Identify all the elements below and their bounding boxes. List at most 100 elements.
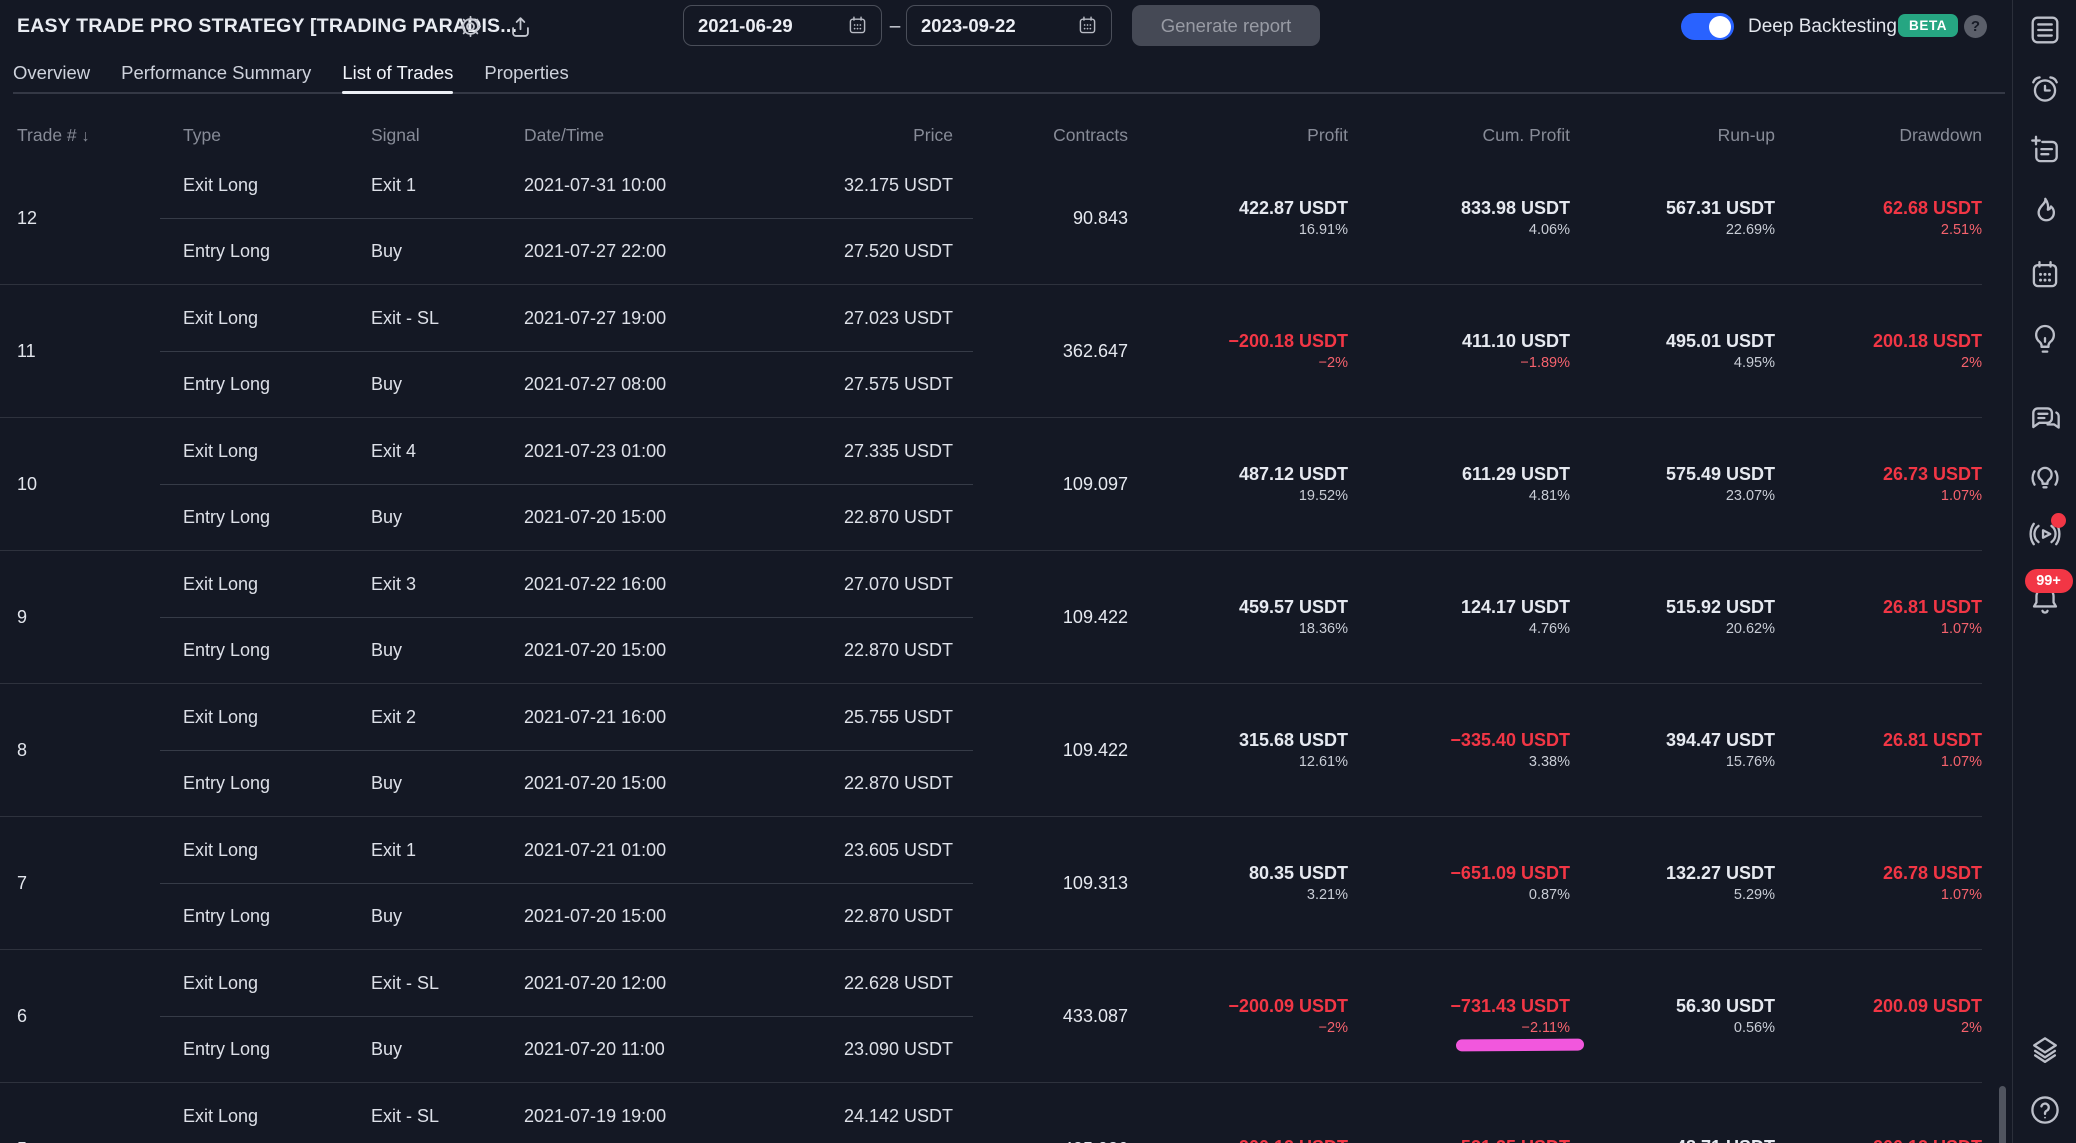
- scrollbar-thumb[interactable]: [1999, 1086, 2006, 1143]
- drawdown: 26.73 USDT 1.07%: [1775, 418, 1982, 550]
- row-divider: [160, 218, 973, 219]
- alarm-clock-icon[interactable]: [2023, 67, 2067, 111]
- text-notes-plus-icon[interactable]: [2023, 128, 2067, 172]
- cum-profit-percent: −1.89%: [1520, 354, 1570, 371]
- help-question-icon[interactable]: [2023, 1088, 2067, 1132]
- help-circle-icon[interactable]: ?: [1964, 15, 1987, 38]
- drawdown-value: 26.73 USDT: [1882, 463, 1982, 484]
- share-upload-icon[interactable]: [504, 10, 536, 42]
- watchlist-icon[interactable]: [2023, 8, 2067, 52]
- generate-report-button[interactable]: Generate report: [1132, 5, 1320, 46]
- tab-overview[interactable]: Overview: [13, 61, 91, 83]
- trade-number: 9: [17, 606, 28, 627]
- exit-type: Exit Long: [183, 174, 259, 195]
- tab-performance-summary[interactable]: Performance Summary: [121, 61, 312, 83]
- toggle-knob: [1709, 15, 1731, 38]
- trade-row[interactable]: 11 Exit Long Exit - SL 2021-07-27 19:00 27.0…: [0, 285, 1982, 418]
- profit: 487.12 USDT 19.52%: [1128, 418, 1348, 550]
- profit: 459.57 USDT 18.36%: [1128, 551, 1348, 683]
- col-type[interactable]: Type: [183, 124, 221, 145]
- drawdown-percent: 1.07%: [1940, 886, 1982, 903]
- trade-row[interactable]: 8 Exit Long Exit 2 2021-07-21 16:00 25.755 U…: [0, 684, 1982, 817]
- deep-backtesting-toggle[interactable]: [1681, 13, 1734, 40]
- exit-datetime: 2021-07-22 16:00: [524, 573, 667, 594]
- trade-row[interactable]: 6 Exit Long Exit - SL 2021-07-20 12:00 22.62…: [0, 950, 1982, 1083]
- entry-signal: Buy: [371, 905, 403, 926]
- tab-properties[interactable]: Properties: [484, 61, 569, 83]
- calendar-icon: [849, 16, 866, 34]
- entry-datetime: 2021-07-20 15:00: [524, 506, 667, 527]
- runup: 575.49 USDT 23.07%: [1570, 418, 1775, 550]
- strategy-title: EASY TRADE PRO STRATEGY [TRADING PARADIS…: [17, 15, 518, 37]
- ideas-lightbulb-icon[interactable]: [2023, 317, 2067, 361]
- col-profit[interactable]: Profit: [1307, 124, 1348, 145]
- notifications-bell-icon[interactable]: 99+: [2023, 569, 2073, 622]
- calendar-icon: [1079, 16, 1096, 34]
- trade-number: 7: [17, 872, 28, 893]
- economic-calendar-icon[interactable]: [2023, 253, 2067, 297]
- entry-datetime: 2021-07-27 08:00: [524, 373, 667, 394]
- drawdown: 200.18 USDT 2%: [1775, 285, 1982, 417]
- drawdown-value: 26.78 USDT: [1882, 862, 1982, 883]
- cum-profit-percent: 0.87%: [1528, 886, 1570, 903]
- exit-signal: Exit - SL: [371, 307, 440, 328]
- tab-list-of-trades[interactable]: List of Trades: [342, 53, 454, 94]
- row-divider: [160, 750, 973, 751]
- drawdown-percent: 2%: [1961, 354, 1982, 371]
- date-to-input[interactable]: 2023-09-22: [906, 5, 1112, 46]
- live-streams-play-icon[interactable]: [2023, 512, 2067, 556]
- exit-price: 32.175 USDT: [843, 174, 953, 195]
- entry-signal: Buy: [371, 506, 403, 527]
- trade-row[interactable]: 5Exit Long Exit - SL 2021-07-19 19:00 24.14…: [0, 1083, 1982, 1143]
- profit: 315.68 USDT 12.61%: [1128, 684, 1348, 816]
- drawdown-percent: 2.51%: [1940, 221, 1982, 238]
- runup-percent: 0.56%: [1733, 1019, 1775, 1036]
- trade-row[interactable]: 7 Exit Long Exit 1 2021-07-21 01:00 23.605 U…: [0, 817, 1982, 950]
- entry-price: 23.090 USDT: [843, 1038, 953, 1059]
- trade-row[interactable]: 12 Exit Long Exit 1 2021-07-31 10:00 32.175 …: [0, 152, 1982, 285]
- runup-value: 132.27 USDT: [1665, 862, 1775, 883]
- cum-profit-percent: 3.38%: [1528, 753, 1570, 770]
- col-cum-profit[interactable]: Cum. Profit: [1482, 124, 1570, 145]
- profit-percent: 16.91%: [1298, 221, 1348, 238]
- runup-percent: 5.29%: [1733, 886, 1775, 903]
- entry-datetime: 2021-07-20 15:00: [524, 772, 667, 793]
- live-ideas-bulb-icon[interactable]: [2023, 456, 2067, 500]
- col-signal[interactable]: Signal: [371, 124, 420, 145]
- exit-type: Exit Long: [183, 440, 259, 461]
- runup-percent: 15.76%: [1725, 753, 1775, 770]
- trade-row[interactable]: 9 Exit Long Exit 3 2021-07-22 16:00 27.070 U…: [0, 551, 1982, 684]
- drawdown-value: 26.81 USDT: [1882, 596, 1982, 617]
- col-drawdown[interactable]: Drawdown: [1899, 124, 1982, 145]
- profit-percent: −2%: [1318, 1019, 1348, 1036]
- runup-value: 394.47 USDT: [1665, 729, 1775, 750]
- chats-icon[interactable]: [2023, 396, 2067, 440]
- drawdown-percent: 1.07%: [1940, 753, 1982, 770]
- entry-signal: Buy: [371, 639, 403, 660]
- exit-price: 27.023 USDT: [843, 307, 953, 328]
- profit-percent: 3.21%: [1306, 886, 1348, 903]
- exit-price: 27.070 USDT: [843, 573, 953, 594]
- drawdown-value: 200.09 USDT: [1872, 995, 1982, 1016]
- col-price[interactable]: Price: [913, 124, 953, 145]
- cum-profit: −731.43 USDT −2.11%: [1348, 950, 1570, 1082]
- runup: 567.31 USDT 22.69%: [1570, 152, 1775, 284]
- exit-signal: Exit 1: [371, 839, 417, 860]
- object-tree-layers-icon[interactable]: [2023, 1028, 2067, 1072]
- hotlist-flame-icon[interactable]: [2023, 190, 2067, 234]
- profit-value: −200.18 USDT: [1228, 330, 1348, 351]
- col-runup[interactable]: Run-up: [1717, 124, 1775, 145]
- runup-value: 575.49 USDT: [1665, 463, 1775, 484]
- exit-price: 24.142 USDT: [843, 1105, 953, 1126]
- date-from-input[interactable]: 2021-06-29: [683, 5, 882, 46]
- col-contracts[interactable]: Contracts: [1053, 124, 1128, 145]
- settings-gear-icon[interactable]: [454, 10, 486, 42]
- cum-profit: −335.40 USDT 3.38%: [1348, 684, 1570, 816]
- cum-profit: 833.98 USDT 4.06%: [1348, 152, 1570, 284]
- runup-value: 56.30 USDT: [1675, 995, 1775, 1016]
- entry-price: 22.870 USDT: [843, 905, 953, 926]
- col-trade-number[interactable]: Trade # ↓: [17, 124, 90, 145]
- col-datetime[interactable]: Date/Time: [524, 124, 605, 145]
- trade-row[interactable]: 10 Exit Long Exit 4 2021-07-23 01:00 27.335 …: [0, 418, 1982, 551]
